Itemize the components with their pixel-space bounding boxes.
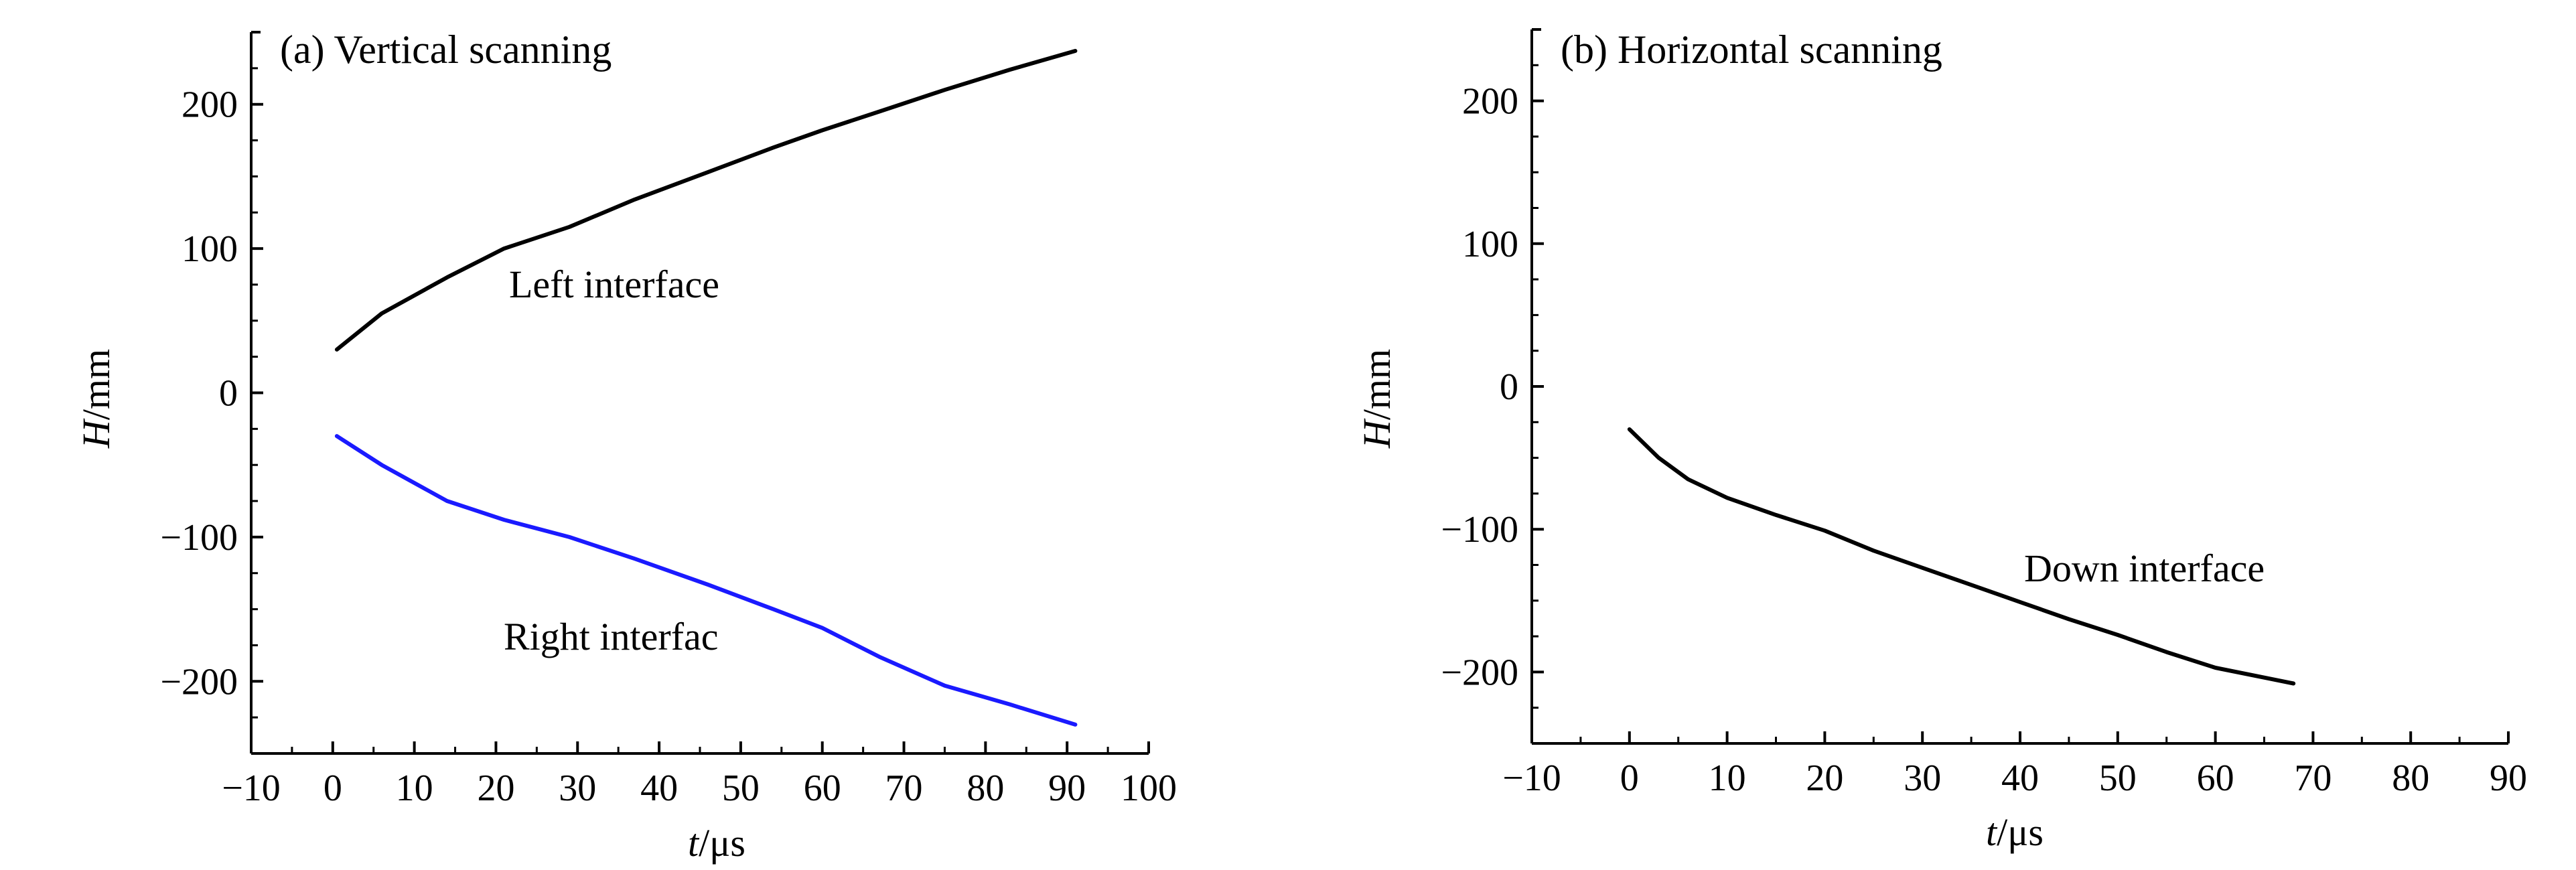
panel-b-ylabel-var: H xyxy=(1355,418,1399,449)
panel-b-x-tick-label: 50 xyxy=(2099,757,2137,799)
panel-b-x-tick-label: 40 xyxy=(2001,757,2039,799)
panel-b-ylabel-unit: /mm xyxy=(1355,349,1399,420)
panel-b-y-tick-label: −200 xyxy=(1441,652,1518,693)
panel-a-y-tick-label: 100 xyxy=(182,228,238,270)
panel-b-y-tick-label: 100 xyxy=(1462,224,1518,265)
panel-a-ylabel-unit: /mm xyxy=(74,349,118,420)
panel-a-y-tick-label: −100 xyxy=(160,517,238,559)
panel-b-title: (b) Horizontal scanning xyxy=(1561,27,1942,72)
panel-a-x-tick-label: 90 xyxy=(1048,768,1086,809)
panel-a-xlabel: t/μs xyxy=(688,821,745,865)
panel-b-y-tick-label: 200 xyxy=(1462,81,1518,123)
panel-a-x-tick-label: 50 xyxy=(722,768,760,809)
panel-a-x-tick-label: 0 xyxy=(324,768,342,809)
panel-a-x-tick-label: 30 xyxy=(559,768,596,809)
panel-a-ylabel-var: H xyxy=(74,418,118,449)
panel-b-y-tick-label: 0 xyxy=(1500,366,1518,408)
panel-a-y-tick-label: −200 xyxy=(160,661,238,703)
panel-b-x-tick-label: 0 xyxy=(1620,757,1639,799)
panel-a-x-tick-label: 70 xyxy=(885,768,923,809)
series-line-left-interface xyxy=(334,49,1078,352)
panel-a-y-tick-label: 0 xyxy=(219,373,238,415)
series-line-down-interface xyxy=(1627,427,2296,686)
panel-b-x-tick-label: 80 xyxy=(2392,757,2429,799)
series-label-left-interface: Left interface xyxy=(509,263,719,306)
panel-b-x-tick-label: 60 xyxy=(2197,757,2234,799)
panel-b-x-tick-label: −10 xyxy=(1502,757,1561,799)
panel-a-x-tick-label: 80 xyxy=(967,768,1004,809)
panel-a-xlabel-var: t xyxy=(688,821,700,865)
panel-b-xlabel-unit: /μs xyxy=(1997,810,2044,854)
panel-a-x-tick-label: 20 xyxy=(477,768,514,809)
panel-a-ylabel-text: H/mm xyxy=(74,349,118,449)
panel-a-x-tick-label: 100 xyxy=(1121,768,1177,809)
panel-b-xlabel-var: t xyxy=(1986,810,1998,854)
panel-a-x-tick-label: −10 xyxy=(222,768,281,809)
panel-a-x-tick-label: 60 xyxy=(804,768,841,809)
series-line-right-interfac xyxy=(334,434,1078,727)
series-label-right-interface: Right interfac xyxy=(504,615,719,658)
panel-a-x-tick-label: 10 xyxy=(396,768,433,809)
panel-a-y-tick-label: 200 xyxy=(182,84,238,126)
panel-a-vertical-scanning: (a) Vertical scanning Left interface Rig… xyxy=(74,27,1177,865)
panel-a-ylabel: H/mm xyxy=(74,349,118,449)
panel-b-x-tick-label: 10 xyxy=(1709,757,1746,799)
panel-a-xlabel-unit: /μs xyxy=(699,821,745,865)
panel-b-ylabel-text: H/mm xyxy=(1355,349,1399,449)
panel-a-x-tick-label: 40 xyxy=(640,768,678,809)
panel-b-x-tick-label: 20 xyxy=(1806,757,1843,799)
panel-b-horizontal-scanning: (b) Horizontal scanning Down interface H… xyxy=(1355,27,2527,854)
panel-a-title: (a) Vertical scanning xyxy=(280,27,612,72)
panel-b-x-tick-label: 70 xyxy=(2294,757,2332,799)
panel-b-xlabel: t/μs xyxy=(1986,810,2044,854)
panel-b-x-tick-label: 90 xyxy=(2490,757,2527,799)
panel-b-y-tick-label: −100 xyxy=(1441,509,1518,551)
series-label-down-interface: Down interface xyxy=(2024,547,2265,590)
panel-b-ylabel: H/mm xyxy=(1355,349,1399,449)
panel-b-x-tick-label: 30 xyxy=(1904,757,1941,799)
